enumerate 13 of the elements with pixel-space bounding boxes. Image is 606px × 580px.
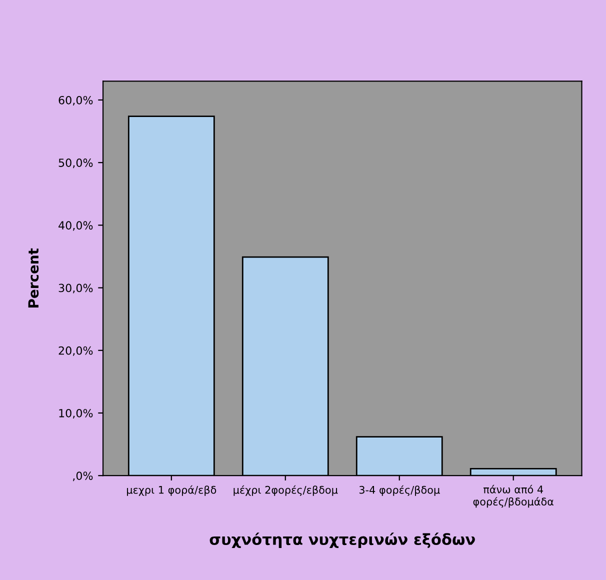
x-tick-label: 3-4 φορές/βδομ bbox=[359, 485, 440, 496]
y-tick-label: 20,0% bbox=[58, 346, 93, 356]
y-tick-label: 10,0% bbox=[59, 408, 93, 419]
x-tick-label: μεχρι 1 φορά/εβδ bbox=[127, 485, 216, 496]
y-tick-label: 30,0% bbox=[58, 284, 93, 294]
y-tick-label: ,0% bbox=[72, 472, 93, 482]
x-tick-label: μέχρι 2φορές/εβδομ bbox=[234, 485, 338, 496]
x-tick-label: πάνω από 4 φορές/βδομάδα bbox=[473, 484, 554, 508]
x-axis-title: συχνότητα νυχτερινών εξόδων bbox=[210, 532, 475, 548]
y-tick-label: 50,0% bbox=[58, 158, 93, 168]
y-tick-label: 40,0% bbox=[58, 221, 93, 231]
y-axis-title: Percent bbox=[28, 248, 39, 308]
y-tick-label: 60,0% bbox=[58, 96, 93, 106]
